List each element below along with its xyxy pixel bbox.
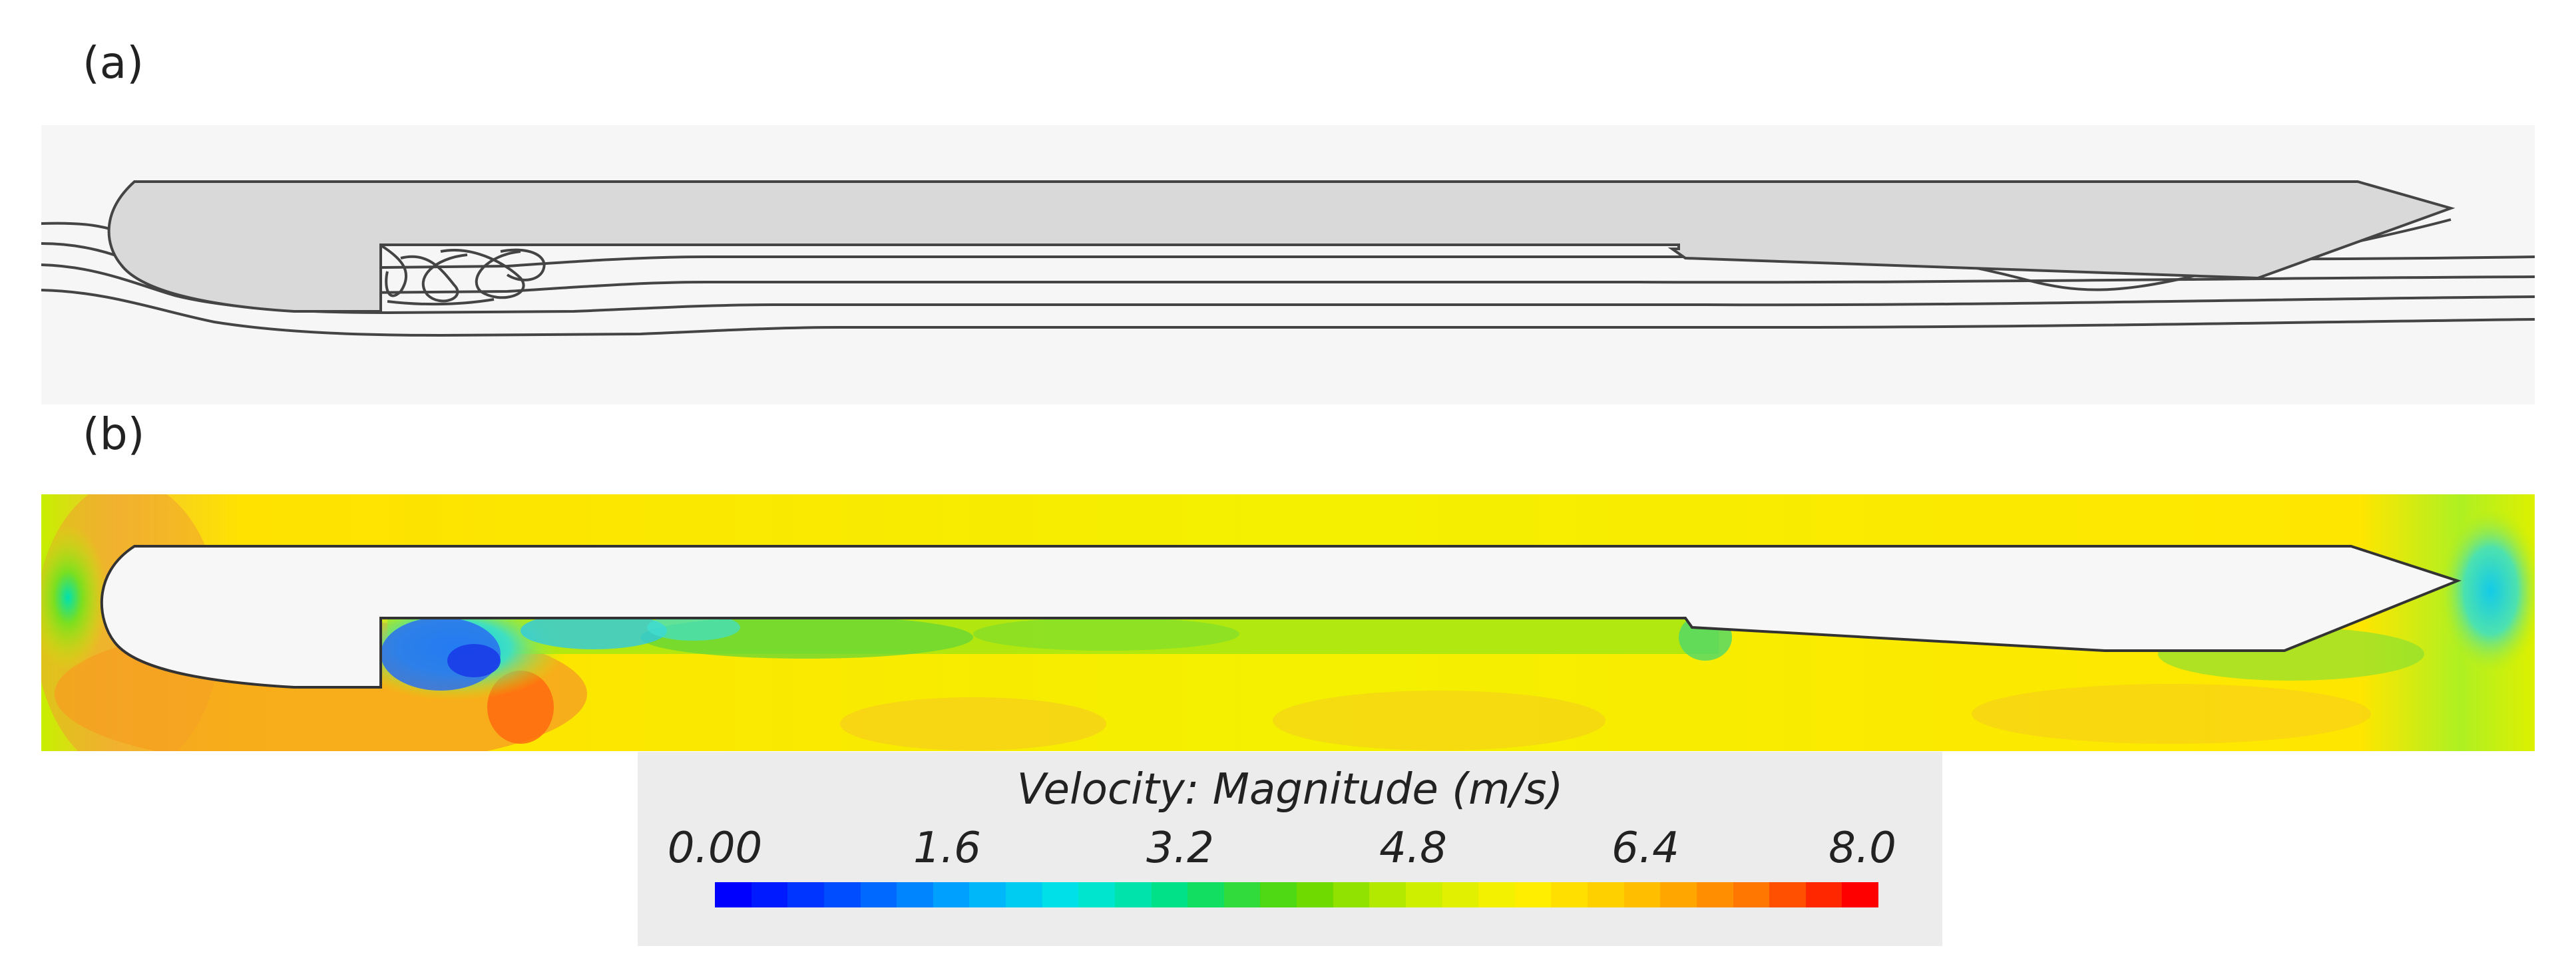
legend-tick: 8.0	[1828, 824, 1896, 873]
contour-region	[647, 614, 740, 641]
contour-region	[1273, 691, 1606, 750]
colorbar-segment	[1514, 882, 1552, 907]
colorbar-segment	[1297, 882, 1333, 907]
colorbar-segment	[1805, 882, 1842, 907]
colorbar-segment	[1478, 882, 1515, 907]
colorbar-segment	[751, 882, 788, 907]
colorbar-segment	[969, 882, 1006, 907]
colorbar-segment	[1114, 882, 1152, 907]
colorbar-segment	[1078, 882, 1115, 907]
colorbar-segment	[1405, 882, 1442, 907]
colorbar-segment	[787, 882, 824, 907]
colorbar-segment	[1733, 882, 1770, 907]
panel-b-label: (b)	[83, 408, 145, 460]
colorbar-segment	[1151, 882, 1188, 907]
streamline	[41, 263, 2535, 315]
colorbar-segment	[1223, 882, 1261, 907]
contour-region	[447, 644, 501, 677]
color-legend: Velocity: Magnitude (m/s) 0.00 1.6 3.2 4…	[638, 752, 1942, 946]
legend-tick: 0.00	[667, 824, 763, 873]
streamline	[41, 289, 2535, 337]
colorbar-segment	[897, 882, 933, 907]
colorbar-segment	[1842, 882, 1878, 907]
colorbar-segment	[715, 882, 751, 907]
colorbar-segment	[1588, 882, 1624, 907]
colorbar-segment	[1623, 882, 1661, 907]
colorbar-segment	[1660, 882, 1697, 907]
contour-region	[1972, 684, 2371, 744]
hull-silhouette	[100, 545, 2462, 689]
colorbar-segment	[1333, 882, 1370, 907]
contour-region	[521, 612, 667, 649]
streamline-panel	[41, 125, 2535, 404]
contour-region	[41, 524, 108, 671]
colorbar	[715, 882, 1878, 907]
contour-region	[973, 617, 1239, 651]
colorbar-segment	[1187, 882, 1224, 907]
panel-a-label: (a)	[83, 37, 144, 88]
contour-region	[840, 697, 1106, 750]
colorbar-segment	[1442, 882, 1479, 907]
colorbar-segment	[933, 882, 970, 907]
colorbar-segment	[860, 882, 897, 907]
colorbar-segment	[1042, 882, 1079, 907]
colorbar-segment	[1769, 882, 1806, 907]
colorbar-segment	[823, 882, 861, 907]
colorbar-segment	[1260, 882, 1297, 907]
colorbar-segment	[1551, 882, 1588, 907]
recirculation-streamlines	[381, 245, 546, 306]
velocity-contour-panel	[41, 494, 2535, 751]
hull-outline	[107, 180, 2456, 313]
contour-region	[2438, 504, 2535, 677]
legend-tick: 3.2	[1146, 824, 1214, 873]
legend-tick: 1.6	[913, 824, 981, 873]
colorbar-segment	[1696, 882, 1733, 907]
colorbar-segment	[1006, 882, 1042, 907]
legend-tick: 6.4	[1611, 824, 1679, 873]
legend-title: Velocity: Magnitude (m/s)	[1016, 765, 1564, 814]
legend-tick: 4.8	[1379, 824, 1447, 873]
colorbar-segment	[1369, 882, 1406, 907]
